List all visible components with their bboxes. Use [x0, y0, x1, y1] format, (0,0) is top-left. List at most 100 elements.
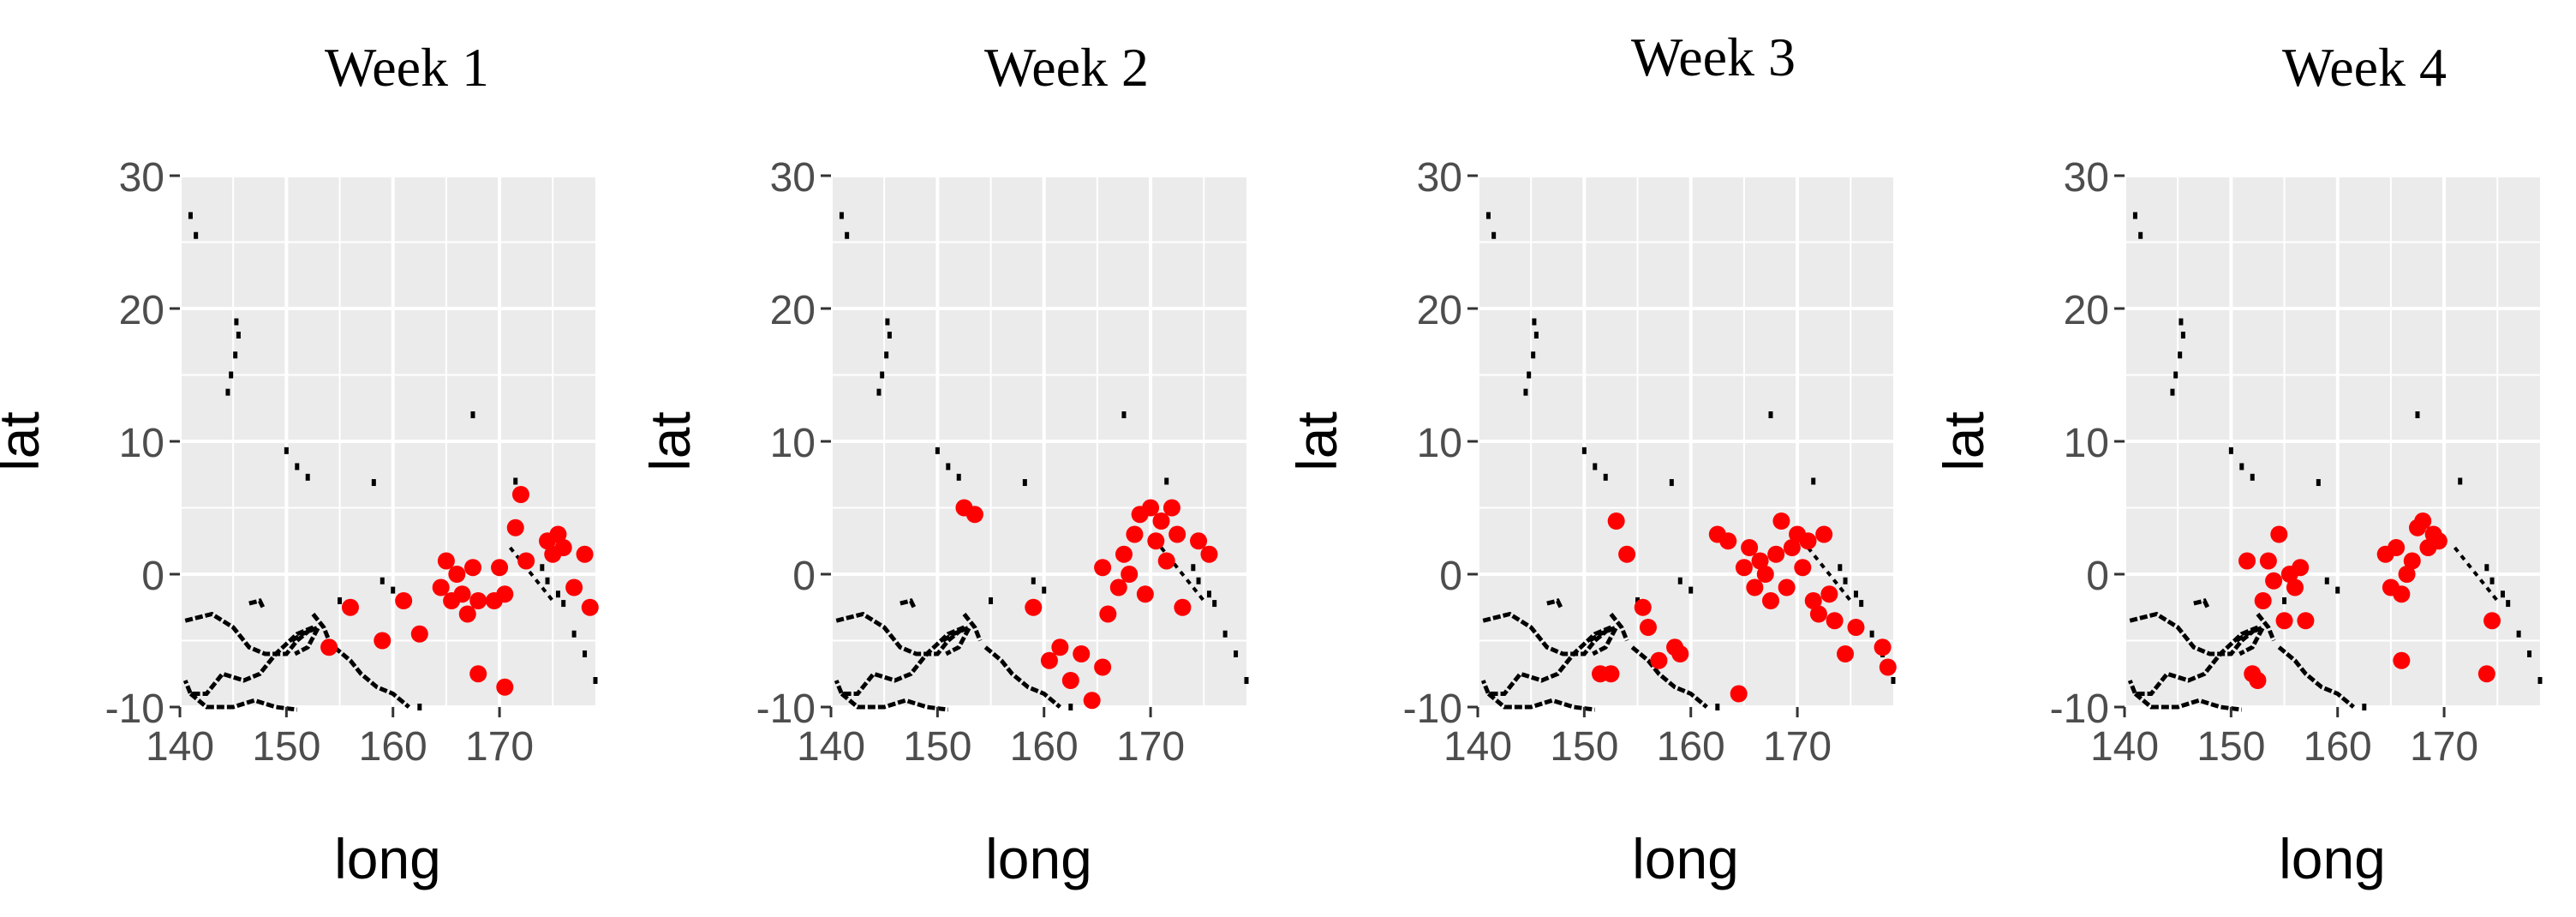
- y-tick-label: 0: [792, 554, 816, 599]
- island-mark: [229, 371, 234, 379]
- island-mark: [884, 351, 889, 359]
- data-point: [1094, 559, 1112, 577]
- island-mark: [1234, 650, 1239, 657]
- data-point: [1767, 545, 1785, 563]
- coast-outline: [840, 692, 949, 712]
- data-point: [1826, 612, 1844, 630]
- data-point: [2286, 578, 2304, 596]
- coast-outline: [834, 611, 966, 696]
- coast-outline: [1806, 546, 1852, 602]
- island-mark: [1853, 590, 1858, 598]
- data-point: [1671, 645, 1689, 662]
- island-mark: [2316, 479, 2321, 487]
- data-point: [2292, 559, 2310, 577]
- coast-outline: [2193, 598, 2210, 608]
- data-point: [1136, 585, 1154, 603]
- island-mark: [2324, 577, 2329, 584]
- data-points: [2238, 512, 2501, 689]
- coast-outline: [182, 611, 315, 696]
- data-point: [965, 506, 983, 524]
- coast-outline: [2127, 611, 2260, 696]
- data-point: [1121, 566, 1139, 583]
- data-point: [1109, 578, 1127, 596]
- y-axis-title: lat: [0, 411, 51, 471]
- x-tick-label: 140: [797, 724, 865, 770]
- data-point: [1168, 525, 1186, 543]
- data-point: [1778, 578, 1796, 596]
- data-point: [1837, 645, 1855, 662]
- island-mark: [1593, 463, 1598, 470]
- y-tick-label: -10: [105, 686, 164, 732]
- data-point: [2393, 585, 2411, 603]
- data-point: [1820, 585, 1838, 603]
- data-point: [1741, 539, 1759, 556]
- island-mark: [1196, 577, 1201, 584]
- coast-outline: [2453, 546, 2499, 602]
- week-panel-3: Week 3 -10 0 10 20 30 140 150 160 170 long lat: [1285, 27, 1897, 890]
- data-point: [1094, 658, 1112, 676]
- island-mark: [1768, 411, 1773, 418]
- data-points: [955, 499, 1218, 710]
- coastline: [834, 212, 1249, 712]
- data-point: [1874, 638, 1892, 656]
- x-tick-label: 150: [903, 724, 971, 770]
- x-tick-label: 170: [1763, 724, 1832, 770]
- data-point: [1607, 512, 1625, 530]
- data-point: [576, 545, 594, 563]
- coast-outline: [962, 612, 983, 642]
- island-mark: [2415, 411, 2420, 418]
- data-point: [549, 525, 567, 543]
- data-point: [1174, 598, 1192, 616]
- island-mark: [885, 318, 890, 326]
- data-point: [1061, 672, 1079, 689]
- island-mark: [305, 473, 310, 481]
- x-tick-label: 170: [1116, 724, 1185, 770]
- island-mark: [555, 590, 560, 598]
- island-mark: [1485, 212, 1491, 219]
- data-point: [374, 632, 391, 650]
- y-tick-label: 30: [770, 155, 816, 201]
- data-point: [2238, 552, 2256, 570]
- data-point: [1200, 545, 1218, 563]
- data-point: [506, 518, 524, 536]
- data-point: [1804, 592, 1822, 609]
- island-mark: [284, 447, 289, 454]
- island-mark: [839, 212, 844, 219]
- island-mark: [417, 704, 422, 710]
- data-point: [581, 598, 599, 616]
- data-point: [1115, 545, 1133, 563]
- data-point: [1650, 651, 1668, 669]
- island-mark: [1222, 630, 1228, 638]
- island-mark: [571, 630, 577, 638]
- data-point: [437, 552, 455, 570]
- island-mark: [1859, 600, 1864, 608]
- island-mark: [1523, 388, 1528, 396]
- island-mark: [2178, 351, 2183, 359]
- coast-outline: [983, 645, 1061, 709]
- data-point: [565, 578, 583, 596]
- island-mark: [2179, 318, 2184, 326]
- data-point: [448, 566, 466, 583]
- island-mark: [1811, 477, 1816, 485]
- y-tick-label: 30: [119, 155, 164, 201]
- y-tick-label: 20: [770, 288, 816, 333]
- data-point: [1847, 619, 1865, 636]
- x-axis-title: long: [2279, 827, 2386, 890]
- data-point: [320, 638, 338, 656]
- x-tick-label: 160: [1657, 724, 1725, 770]
- island-mark: [2362, 704, 2367, 710]
- week-panel-1: Week 1 -10 0 10 20 30 140 150 160 170 long lat: [0, 37, 599, 890]
- island-mark: [2239, 463, 2244, 470]
- island-mark: [2458, 477, 2463, 485]
- y-tick-label: -10: [2050, 686, 2109, 732]
- island-mark: [1191, 564, 1196, 572]
- coast-outline: [248, 598, 266, 608]
- island-mark: [880, 371, 885, 379]
- coast-outline: [311, 612, 332, 642]
- island-mark: [561, 600, 566, 608]
- island-mark: [2537, 677, 2543, 684]
- data-point: [511, 486, 529, 503]
- gridlines: [1476, 174, 1893, 709]
- data-point: [463, 559, 481, 577]
